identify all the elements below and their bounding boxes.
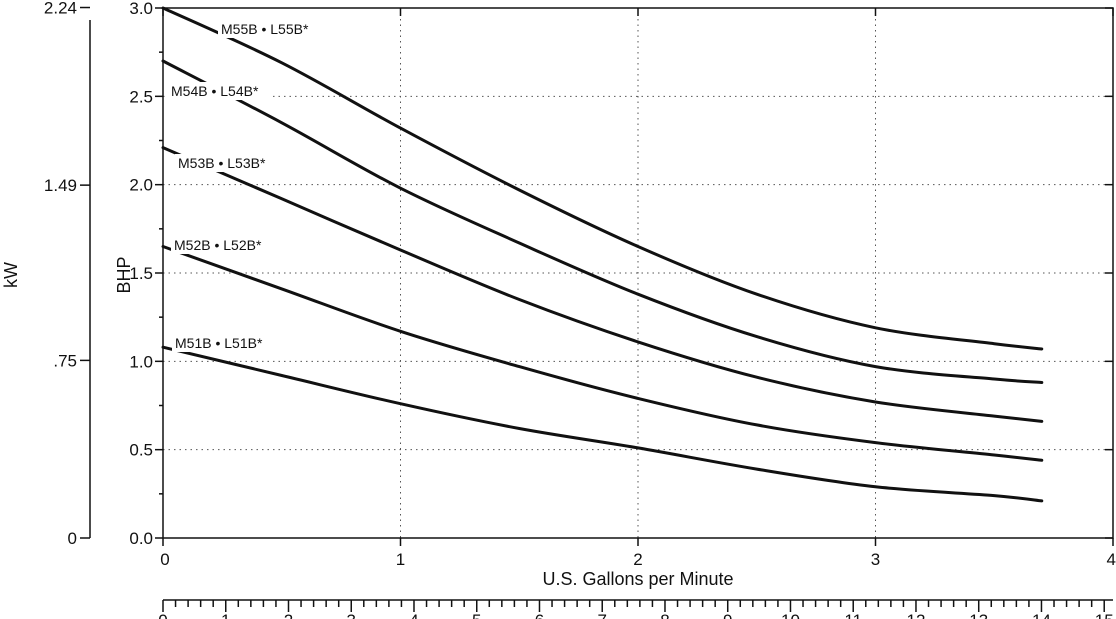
- kw-tick-label: 1.49: [44, 176, 77, 195]
- lpm-tick-label: 15: [1095, 611, 1114, 619]
- series-line: [161, 146, 1044, 423]
- grid-layer: [163, 8, 1113, 538]
- x-tick-label: 4: [1107, 550, 1116, 569]
- series-line: [161, 59, 1044, 384]
- kw-tick-label: 0: [68, 529, 77, 548]
- primary-y-axis: 0.0 0.5 1.0 1.5 2.0 2.5 3.0: [129, 0, 1113, 548]
- lpm-tick-label: 7: [597, 611, 606, 619]
- lpm-tick-label: 11: [844, 611, 862, 619]
- y-axis-title: BHP: [114, 256, 134, 293]
- y-tick-label: 0.5: [129, 441, 153, 460]
- lpm-tick-label: 12: [907, 611, 926, 619]
- x-tick-label: 3: [871, 550, 880, 569]
- lpm-tick-label: 8: [660, 611, 669, 619]
- y-tick-label: 2.5: [129, 87, 153, 106]
- y-tick-label: 1.5: [129, 264, 153, 283]
- y-tick-label: 2.0: [129, 176, 153, 195]
- primary-x-axis: 0 1 2 3 4: [160, 8, 1116, 569]
- series-label: M54B • L54B*: [171, 83, 259, 99]
- x-tick-label: 2: [633, 550, 642, 569]
- lpm-tick-label: 3: [347, 611, 356, 619]
- lpm-tick-label: 10: [781, 611, 800, 619]
- curves-layer: M51B • L51B* M52B • L52B* M53B • L53B* M54B…: [161, 6, 1044, 503]
- series-label: M53B • L53B*: [178, 155, 266, 171]
- lpm-tick-label: 5: [472, 611, 481, 619]
- lpm-tick-label: 13: [969, 611, 988, 619]
- lpm-tick-label: 1: [221, 611, 230, 619]
- kw-tick-label: .75: [53, 351, 77, 370]
- lpm-tick-label: 9: [723, 611, 732, 619]
- y-tick-label: 0.0: [129, 529, 153, 548]
- series-label: M55B • L55B*: [221, 21, 309, 37]
- lpm-tick-label: 2: [284, 611, 293, 619]
- series-line: [161, 345, 1044, 503]
- kw-axis: 0 .75 1.49 2.24: [44, 0, 91, 548]
- series-label: M51B • L51B*: [175, 335, 263, 351]
- lpm-tick-label: 4: [409, 611, 418, 619]
- lpm-axis: 0123456789101112131415: [158, 599, 1114, 619]
- series-label: M52B • L52B*: [174, 237, 262, 253]
- series-label-backdrop: [168, 82, 273, 100]
- series-label-backdrop: [175, 154, 280, 172]
- y-tick-label: 3.0: [129, 0, 153, 18]
- kw-tick-label: 2.24: [44, 0, 77, 18]
- y-tick-label: 1.0: [129, 352, 153, 371]
- series-label-backdrop: [172, 334, 277, 352]
- lpm-tick-label: 14: [1032, 611, 1051, 619]
- kw-axis-title: kW: [1, 262, 21, 288]
- series-label-backdrop: [218, 20, 323, 38]
- series-line: [161, 245, 1044, 462]
- series-line: [161, 6, 1044, 351]
- series-label-backdrop: [171, 236, 276, 254]
- lpm-tick-label: 0: [158, 611, 167, 619]
- x-tick-label: 1: [396, 550, 405, 569]
- lpm-tick-label: 6: [535, 611, 544, 619]
- x-tick-label: 0: [160, 550, 169, 569]
- x-axis-title: U.S. Gallons per Minute: [542, 569, 733, 589]
